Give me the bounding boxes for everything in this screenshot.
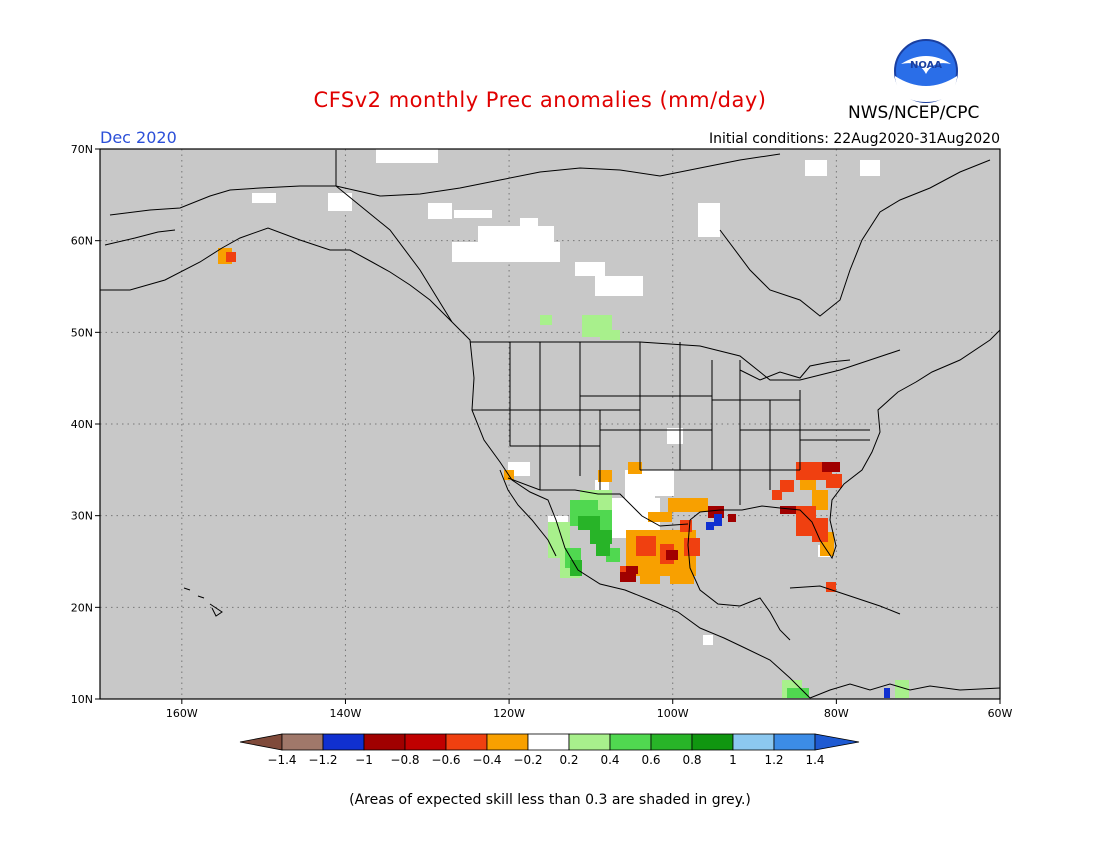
colorbar-box — [691, 733, 734, 751]
colorbar-label: 1.4 — [805, 753, 824, 767]
anomaly-blue — [706, 514, 890, 698]
colorbar-box — [773, 733, 816, 751]
colorbar-box — [527, 733, 570, 751]
noaa-logo: NOAA — [893, 38, 959, 104]
colorbar-label: −0.8 — [390, 753, 419, 767]
colorbar-label: −1.4 — [267, 753, 296, 767]
axis-ticks: 70N 60N 50N 40N 30N 20N 10N 160W 140W 120W 100W 80W… — [71, 143, 1013, 720]
colorbar: −1.4 −1.2 −1 −0.8 −0.6 −0.4 −0.2 0.2 0.4 0.6 0.8 1 1… — [239, 733, 860, 767]
colorbar-box — [568, 733, 611, 751]
lon-tick-label: 120W — [493, 707, 525, 720]
colorbar-box — [650, 733, 693, 751]
colorbar-label: 0.6 — [641, 753, 660, 767]
lat-tick-label: 20N — [71, 601, 93, 614]
colorbar-box — [732, 733, 775, 751]
colorbar-label: 0.8 — [682, 753, 701, 767]
colorbar-left-arrow — [239, 733, 283, 751]
colorbar-label: 0.4 — [600, 753, 619, 767]
lon-tick-label: 160W — [166, 707, 198, 720]
lon-tick-label: 80W — [824, 707, 849, 720]
gridlines — [100, 149, 1000, 699]
anomaly-dark-green — [570, 516, 612, 576]
lat-tick-label: 50N — [71, 326, 93, 339]
lon-tick-label: 140W — [330, 707, 362, 720]
colorbar-label: 1 — [729, 753, 737, 767]
colorbar-box — [486, 733, 529, 751]
colorbar-label: −1 — [355, 753, 373, 767]
lat-tick-label: 40N — [71, 418, 93, 431]
lat-tick-label: 70N — [71, 143, 93, 156]
initial-conditions: Initial conditions: 22Aug2020-31Aug2020 — [709, 131, 1000, 147]
colorbar-label: −1.2 — [308, 753, 337, 767]
lon-tick-label: 100W — [657, 707, 689, 720]
forecast-month: Dec 2020 — [100, 128, 177, 147]
lat-tick-label: 10N — [71, 693, 93, 706]
lon-tick-label: 60W — [988, 707, 1013, 720]
colorbar-label: −0.6 — [431, 753, 460, 767]
anomaly-red-orange — [226, 252, 842, 592]
anomaly-near-normal — [252, 149, 907, 696]
coastlines — [100, 150, 1000, 699]
colorbar-label: 1.2 — [764, 753, 783, 767]
colorbar-label: −0.2 — [513, 753, 542, 767]
logo-text: NOAA — [910, 60, 942, 71]
colorbar-box — [404, 733, 447, 751]
footnote: (Areas of expected skill less than 0.3 a… — [349, 792, 751, 808]
map-title: CFSv2 monthly Prec anomalies (mm/day) — [313, 88, 767, 112]
colorbar-box — [322, 733, 365, 751]
organization-label: NWS/NCEP/CPC — [848, 103, 980, 123]
colorbar-box — [609, 733, 652, 751]
lat-tick-label: 60N — [71, 235, 93, 248]
colorbar-right-arrow — [814, 733, 860, 751]
colorbar-box — [363, 733, 406, 751]
map-content — [100, 149, 1000, 699]
lat-tick-label: 30N — [71, 510, 93, 523]
colorbar-label: −0.4 — [472, 753, 501, 767]
colorbar-label: 0.2 — [559, 753, 578, 767]
colorbar-box — [281, 733, 324, 751]
colorbar-box — [445, 733, 488, 751]
